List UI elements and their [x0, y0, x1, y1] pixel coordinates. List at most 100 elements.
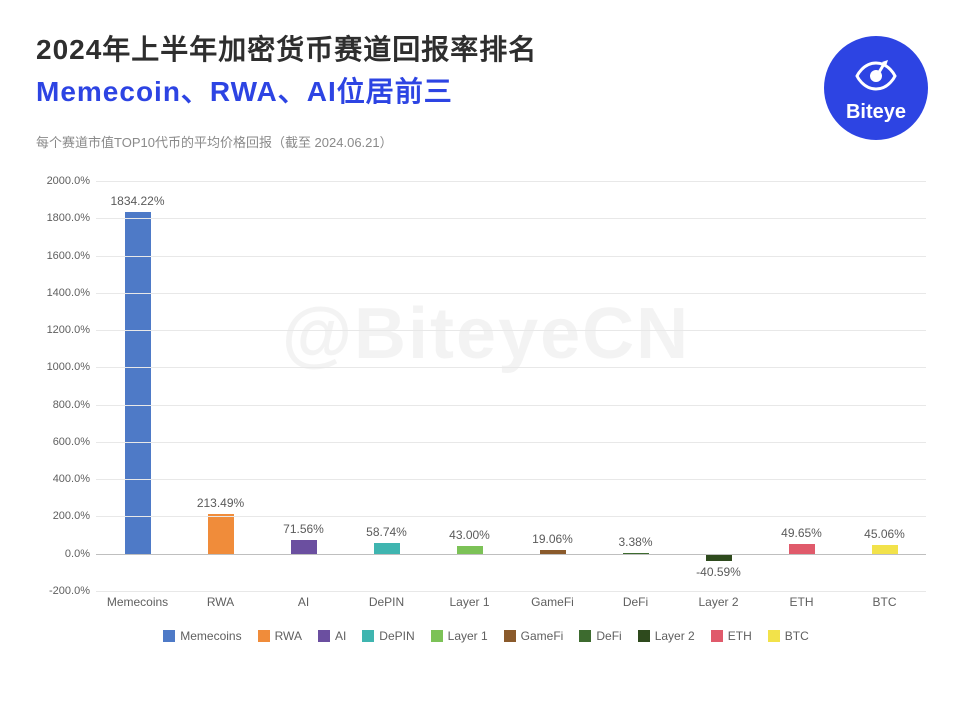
bar-slot: 3.38% [594, 181, 677, 591]
y-tick-label: 1200.0% [47, 324, 96, 336]
bar-value-label: 3.38% [618, 535, 652, 549]
y-tick-label: 800.0% [53, 399, 96, 411]
y-tick-label: -200.0% [49, 585, 96, 597]
eye-icon [854, 59, 898, 99]
bar-slot: 45.06% [843, 181, 926, 591]
y-tick-label: 200.0% [53, 510, 96, 522]
legend-item: Layer 1 [431, 629, 488, 643]
legend-label: DeFi [596, 629, 621, 643]
bar [208, 514, 234, 554]
gridline [96, 218, 926, 219]
bar-slot: 19.06% [511, 181, 594, 591]
bar-value-label: 19.06% [532, 532, 573, 546]
gridline [96, 405, 926, 406]
gridline [96, 367, 926, 368]
page-title: 2024年上半年加密货币赛道回报率排名 [36, 28, 936, 68]
legend-item: RWA [258, 629, 302, 643]
brand-name: Biteye [846, 101, 906, 124]
legend-label: DePIN [379, 629, 414, 643]
legend-item: GameFi [504, 629, 564, 643]
legend-swatch [638, 630, 650, 642]
legend-item: Memecoins [163, 629, 241, 643]
x-tick-label: Layer 2 [698, 595, 738, 609]
legend-item: DePIN [362, 629, 414, 643]
bar [125, 212, 151, 554]
legend-item: Layer 2 [638, 629, 695, 643]
bar-value-label: 58.74% [366, 525, 407, 539]
page-subtitle: Memecoin、RWA、AI位居前三 [36, 70, 936, 110]
legend-swatch [163, 630, 175, 642]
x-tick-label: BTC [873, 595, 897, 609]
gridline [96, 293, 926, 294]
bar [872, 545, 898, 553]
legend-label: RWA [275, 629, 302, 643]
y-tick-label: 600.0% [53, 436, 96, 448]
legend-swatch [768, 630, 780, 642]
x-tick-label: DeFi [623, 595, 648, 609]
gridline [96, 516, 926, 517]
x-tick-label: Memecoins [107, 595, 168, 609]
bar-slot: 49.65% [760, 181, 843, 591]
page-note: 每个赛道市值TOP10代币的平均价格回报（截至 2024.06.21） [36, 132, 936, 151]
gridline [96, 554, 926, 555]
y-tick-label: 1400.0% [47, 287, 96, 299]
bar-value-label: 1834.22% [110, 194, 164, 208]
legend-label: ETH [728, 629, 752, 643]
x-tick-label: AI [298, 595, 309, 609]
bar-value-label: 45.06% [864, 527, 905, 541]
legend-label: BTC [785, 629, 809, 643]
gridline [96, 181, 926, 182]
legend-swatch [258, 630, 270, 642]
gridline [96, 591, 926, 592]
bar-slot: 43.00% [428, 181, 511, 591]
chart: 1834.22% 213.49% 71.56% 58.74% 43.00% 19.06% 3… [36, 181, 936, 651]
page: 2024年上半年加密货币赛道回报率排名 Memecoin、RWA、AI位居前三 … [0, 0, 972, 727]
gridline [96, 479, 926, 480]
legend-label: GameFi [521, 629, 564, 643]
y-tick-label: 1600.0% [47, 250, 96, 262]
legend-item: AI [318, 629, 346, 643]
x-tick-label: ETH [790, 595, 814, 609]
brand-logo: Biteye [824, 36, 928, 140]
gridline [96, 442, 926, 443]
bar-slot: -40.59% [677, 181, 760, 591]
legend-label: Memecoins [180, 629, 241, 643]
legend-item: DeFi [579, 629, 621, 643]
bar-value-label: 213.49% [197, 496, 244, 510]
x-axis-labels: Memecoins RWA AI DePIN Layer 1 GameFi DeFi Laye… [96, 595, 926, 615]
bar [291, 540, 317, 553]
y-tick-label: 1800.0% [47, 212, 96, 224]
y-tick-label: 2000.0% [47, 175, 96, 187]
bar [457, 546, 483, 554]
y-tick-label: 400.0% [53, 473, 96, 485]
bar-value-label: 71.56% [283, 522, 324, 536]
bar [706, 554, 732, 562]
legend-swatch [362, 630, 374, 642]
bars-layer: 1834.22% 213.49% 71.56% 58.74% 43.00% 19.06% 3… [96, 181, 926, 591]
y-tick-label: 0.0% [65, 548, 96, 560]
legend-label: Layer 1 [448, 629, 488, 643]
legend-item: ETH [711, 629, 752, 643]
bar-value-label: 43.00% [449, 528, 490, 542]
legend-item: BTC [768, 629, 809, 643]
bar-value-label: -40.59% [696, 565, 741, 579]
x-tick-label: DePIN [369, 595, 404, 609]
legend-swatch [579, 630, 591, 642]
legend-label: Layer 2 [655, 629, 695, 643]
plot-area: 1834.22% 213.49% 71.56% 58.74% 43.00% 19.06% 3… [96, 181, 926, 591]
x-tick-label: Layer 1 [449, 595, 489, 609]
x-tick-label: RWA [207, 595, 234, 609]
bar-slot: 1834.22% [96, 181, 179, 591]
legend-swatch [318, 630, 330, 642]
gridline [96, 256, 926, 257]
gridline [96, 330, 926, 331]
bar [789, 544, 815, 553]
bar-slot: 213.49% [179, 181, 262, 591]
legend: Memecoins RWA AI DePIN Layer 1 GameFi DeFi Laye… [36, 629, 936, 643]
legend-label: AI [335, 629, 346, 643]
x-tick-label: GameFi [531, 595, 574, 609]
bar-value-label: 49.65% [781, 526, 822, 540]
legend-swatch [431, 630, 443, 642]
bar-slot: 58.74% [345, 181, 428, 591]
legend-swatch [711, 630, 723, 642]
